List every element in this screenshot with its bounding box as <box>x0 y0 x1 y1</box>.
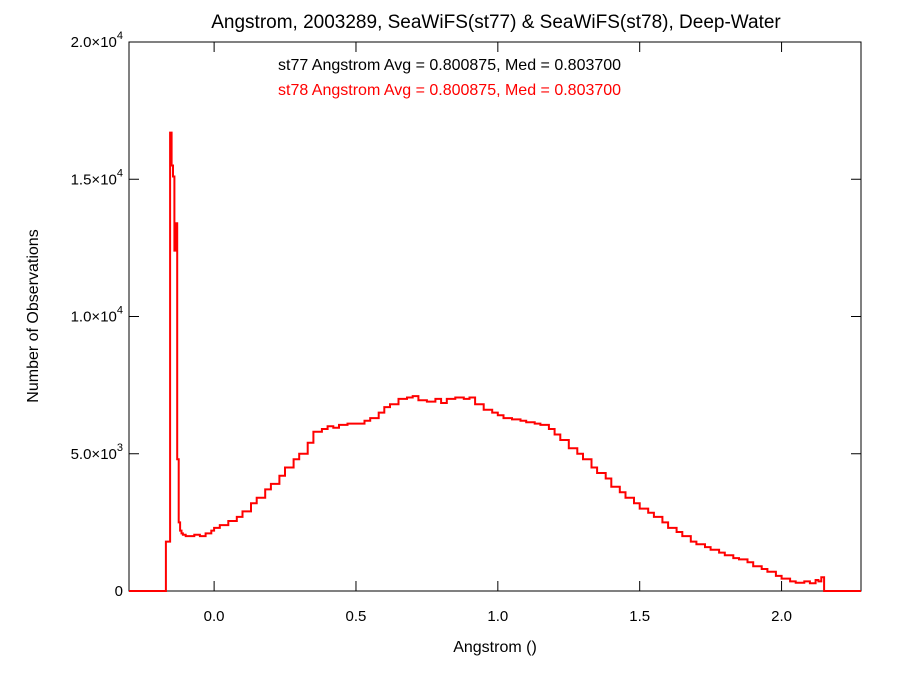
y-tick-label: 2.0×104 <box>71 30 123 51</box>
annotation-st78: st78 Angstrom Avg = 0.800875, Med = 0.80… <box>278 82 621 99</box>
y-tick-exponent: 3 <box>117 442 123 454</box>
y-tick-label: 5.0×103 <box>71 442 123 463</box>
chart-title: Angstrom, 2003289, SeaWiFS(st77) & SeaWi… <box>211 12 781 33</box>
plot-frame <box>128 41 862 592</box>
y-tick-label: 0 <box>115 583 123 600</box>
y-tick-mantissa: 5.0×10 <box>71 446 117 463</box>
y-tick-exponent: 4 <box>117 305 123 317</box>
x-tick-label: 1.0 <box>487 608 508 625</box>
x-tick-label: 0.5 <box>346 608 367 625</box>
annotation-st77: st77 Angstrom Avg = 0.800875, Med = 0.80… <box>278 57 621 74</box>
x-tick-label: 1.5 <box>629 608 650 625</box>
y-tick-label: 1.0×104 <box>71 305 123 326</box>
y-tick-mantissa: 1.0×10 <box>71 309 117 326</box>
y-tick-mantissa: 2.0×10 <box>71 34 117 51</box>
x-tick-label: 0.0 <box>204 608 225 625</box>
y-axis-label: Number of Observations <box>25 229 42 402</box>
y-tick-mantissa: 0 <box>115 583 123 600</box>
y-tick-mantissa: 1.5×10 <box>71 171 117 188</box>
y-tick-exponent: 4 <box>117 167 123 179</box>
x-tick-label: 2.0 <box>771 608 792 625</box>
y-tick-exponent: 4 <box>117 30 123 42</box>
y-tick-label: 1.5×104 <box>71 167 123 188</box>
x-axis-label: Angstrom () <box>453 639 537 656</box>
x-axis-ticks: 0.0 0.5 1.0 1.5 2.0 <box>204 42 792 625</box>
series-step-line <box>129 131 861 592</box>
